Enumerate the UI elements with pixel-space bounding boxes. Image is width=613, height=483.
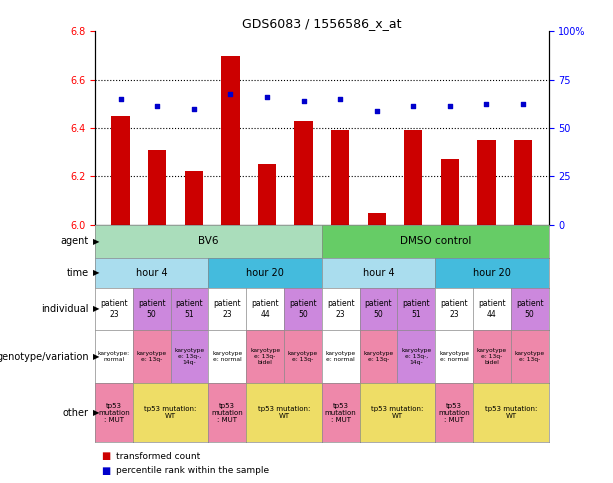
Text: patient
51: patient 51 [176, 299, 204, 318]
Bar [368, 213, 386, 225]
Bar [478, 140, 495, 225]
Point [335, 95, 345, 103]
Text: tp53
mutation
: MUT: tp53 mutation : MUT [98, 403, 130, 423]
Text: patient
50: patient 50 [365, 299, 392, 318]
Text: tp53 mutation:
WT: tp53 mutation: WT [258, 406, 310, 419]
Text: tp53 mutation:
WT: tp53 mutation: WT [371, 406, 424, 419]
Text: patient
50: patient 50 [138, 299, 166, 318]
Text: ▶: ▶ [93, 352, 100, 361]
Bar [221, 56, 240, 225]
Text: karyotype
e: normal: karyotype e: normal [326, 351, 356, 362]
Text: karyotype
e: 13q-,
14q-: karyotype e: 13q-, 14q- [175, 348, 205, 365]
Point [518, 100, 528, 108]
Text: tp53
mutation
: MUT: tp53 mutation : MUT [325, 403, 357, 423]
Text: karyotype:
normal: karyotype: normal [98, 351, 130, 362]
Text: ▶: ▶ [93, 408, 100, 417]
Bar [112, 116, 130, 225]
Text: karyotype
e: normal: karyotype e: normal [439, 351, 469, 362]
Point [116, 95, 126, 103]
Text: karyotype
e: 13q-: karyotype e: 13q- [364, 351, 394, 362]
Text: percentile rank within the sample: percentile rank within the sample [116, 467, 270, 475]
Text: ■: ■ [101, 452, 110, 461]
Bar [331, 130, 349, 225]
Text: patient
23: patient 23 [440, 299, 468, 318]
Text: patient
44: patient 44 [478, 299, 506, 318]
Point [152, 102, 162, 110]
Text: transformed count: transformed count [116, 452, 200, 461]
Text: ■: ■ [101, 466, 110, 476]
Text: tp53 mutation:
WT: tp53 mutation: WT [145, 406, 197, 419]
Text: hour 20: hour 20 [246, 268, 284, 278]
Point [482, 100, 492, 108]
Text: patient
50: patient 50 [289, 299, 317, 318]
Bar [185, 171, 203, 225]
Text: patient
23: patient 23 [213, 299, 241, 318]
Bar [148, 150, 166, 225]
Point [262, 93, 272, 100]
Text: patient
51: patient 51 [403, 299, 430, 318]
Text: BV6: BV6 [198, 237, 219, 246]
Bar [404, 130, 422, 225]
Text: karyotype
e: 13q-: karyotype e: 13q- [515, 351, 545, 362]
Text: karyotype
e: 13q-
bidel: karyotype e: 13q- bidel [250, 348, 280, 365]
Text: agent: agent [61, 237, 89, 246]
Text: DMSO control: DMSO control [400, 237, 471, 246]
Text: individual: individual [42, 304, 89, 314]
Text: tp53
mutation
: MUT: tp53 mutation : MUT [438, 403, 470, 423]
Text: tp53
mutation
: MUT: tp53 mutation : MUT [211, 403, 243, 423]
Bar [514, 140, 532, 225]
Text: ▶: ▶ [93, 237, 100, 246]
Bar [258, 164, 276, 225]
Text: time: time [67, 268, 89, 278]
Point [299, 98, 308, 105]
Point [226, 90, 235, 98]
Text: patient
50: patient 50 [516, 299, 544, 318]
Text: hour 4: hour 4 [363, 268, 394, 278]
Text: other: other [63, 408, 89, 418]
Text: ▶: ▶ [93, 269, 100, 277]
Text: patient
23: patient 23 [327, 299, 354, 318]
Text: karyotype
e: 13q-,
14q-: karyotype e: 13q-, 14q- [402, 348, 432, 365]
Point [445, 102, 455, 110]
Text: patient
44: patient 44 [251, 299, 279, 318]
Text: patient
23: patient 23 [100, 299, 128, 318]
Text: karyotype
e: 13q-: karyotype e: 13q- [137, 351, 167, 362]
Point [408, 102, 418, 110]
Text: genotype/variation: genotype/variation [0, 352, 89, 362]
Text: hour 4: hour 4 [136, 268, 167, 278]
Text: hour 20: hour 20 [473, 268, 511, 278]
Text: karyotype
e: normal: karyotype e: normal [212, 351, 242, 362]
Point [189, 105, 199, 113]
Text: karyotype
e: 13q-: karyotype e: 13q- [288, 351, 318, 362]
Bar [441, 159, 459, 225]
Title: GDS6083 / 1556586_x_at: GDS6083 / 1556586_x_at [242, 17, 402, 30]
Text: ▶: ▶ [93, 304, 100, 313]
Text: karyotype
e: 13q-
bidel: karyotype e: 13q- bidel [477, 348, 507, 365]
Bar [294, 121, 313, 225]
Point [372, 107, 382, 115]
Text: tp53 mutation:
WT: tp53 mutation: WT [485, 406, 537, 419]
